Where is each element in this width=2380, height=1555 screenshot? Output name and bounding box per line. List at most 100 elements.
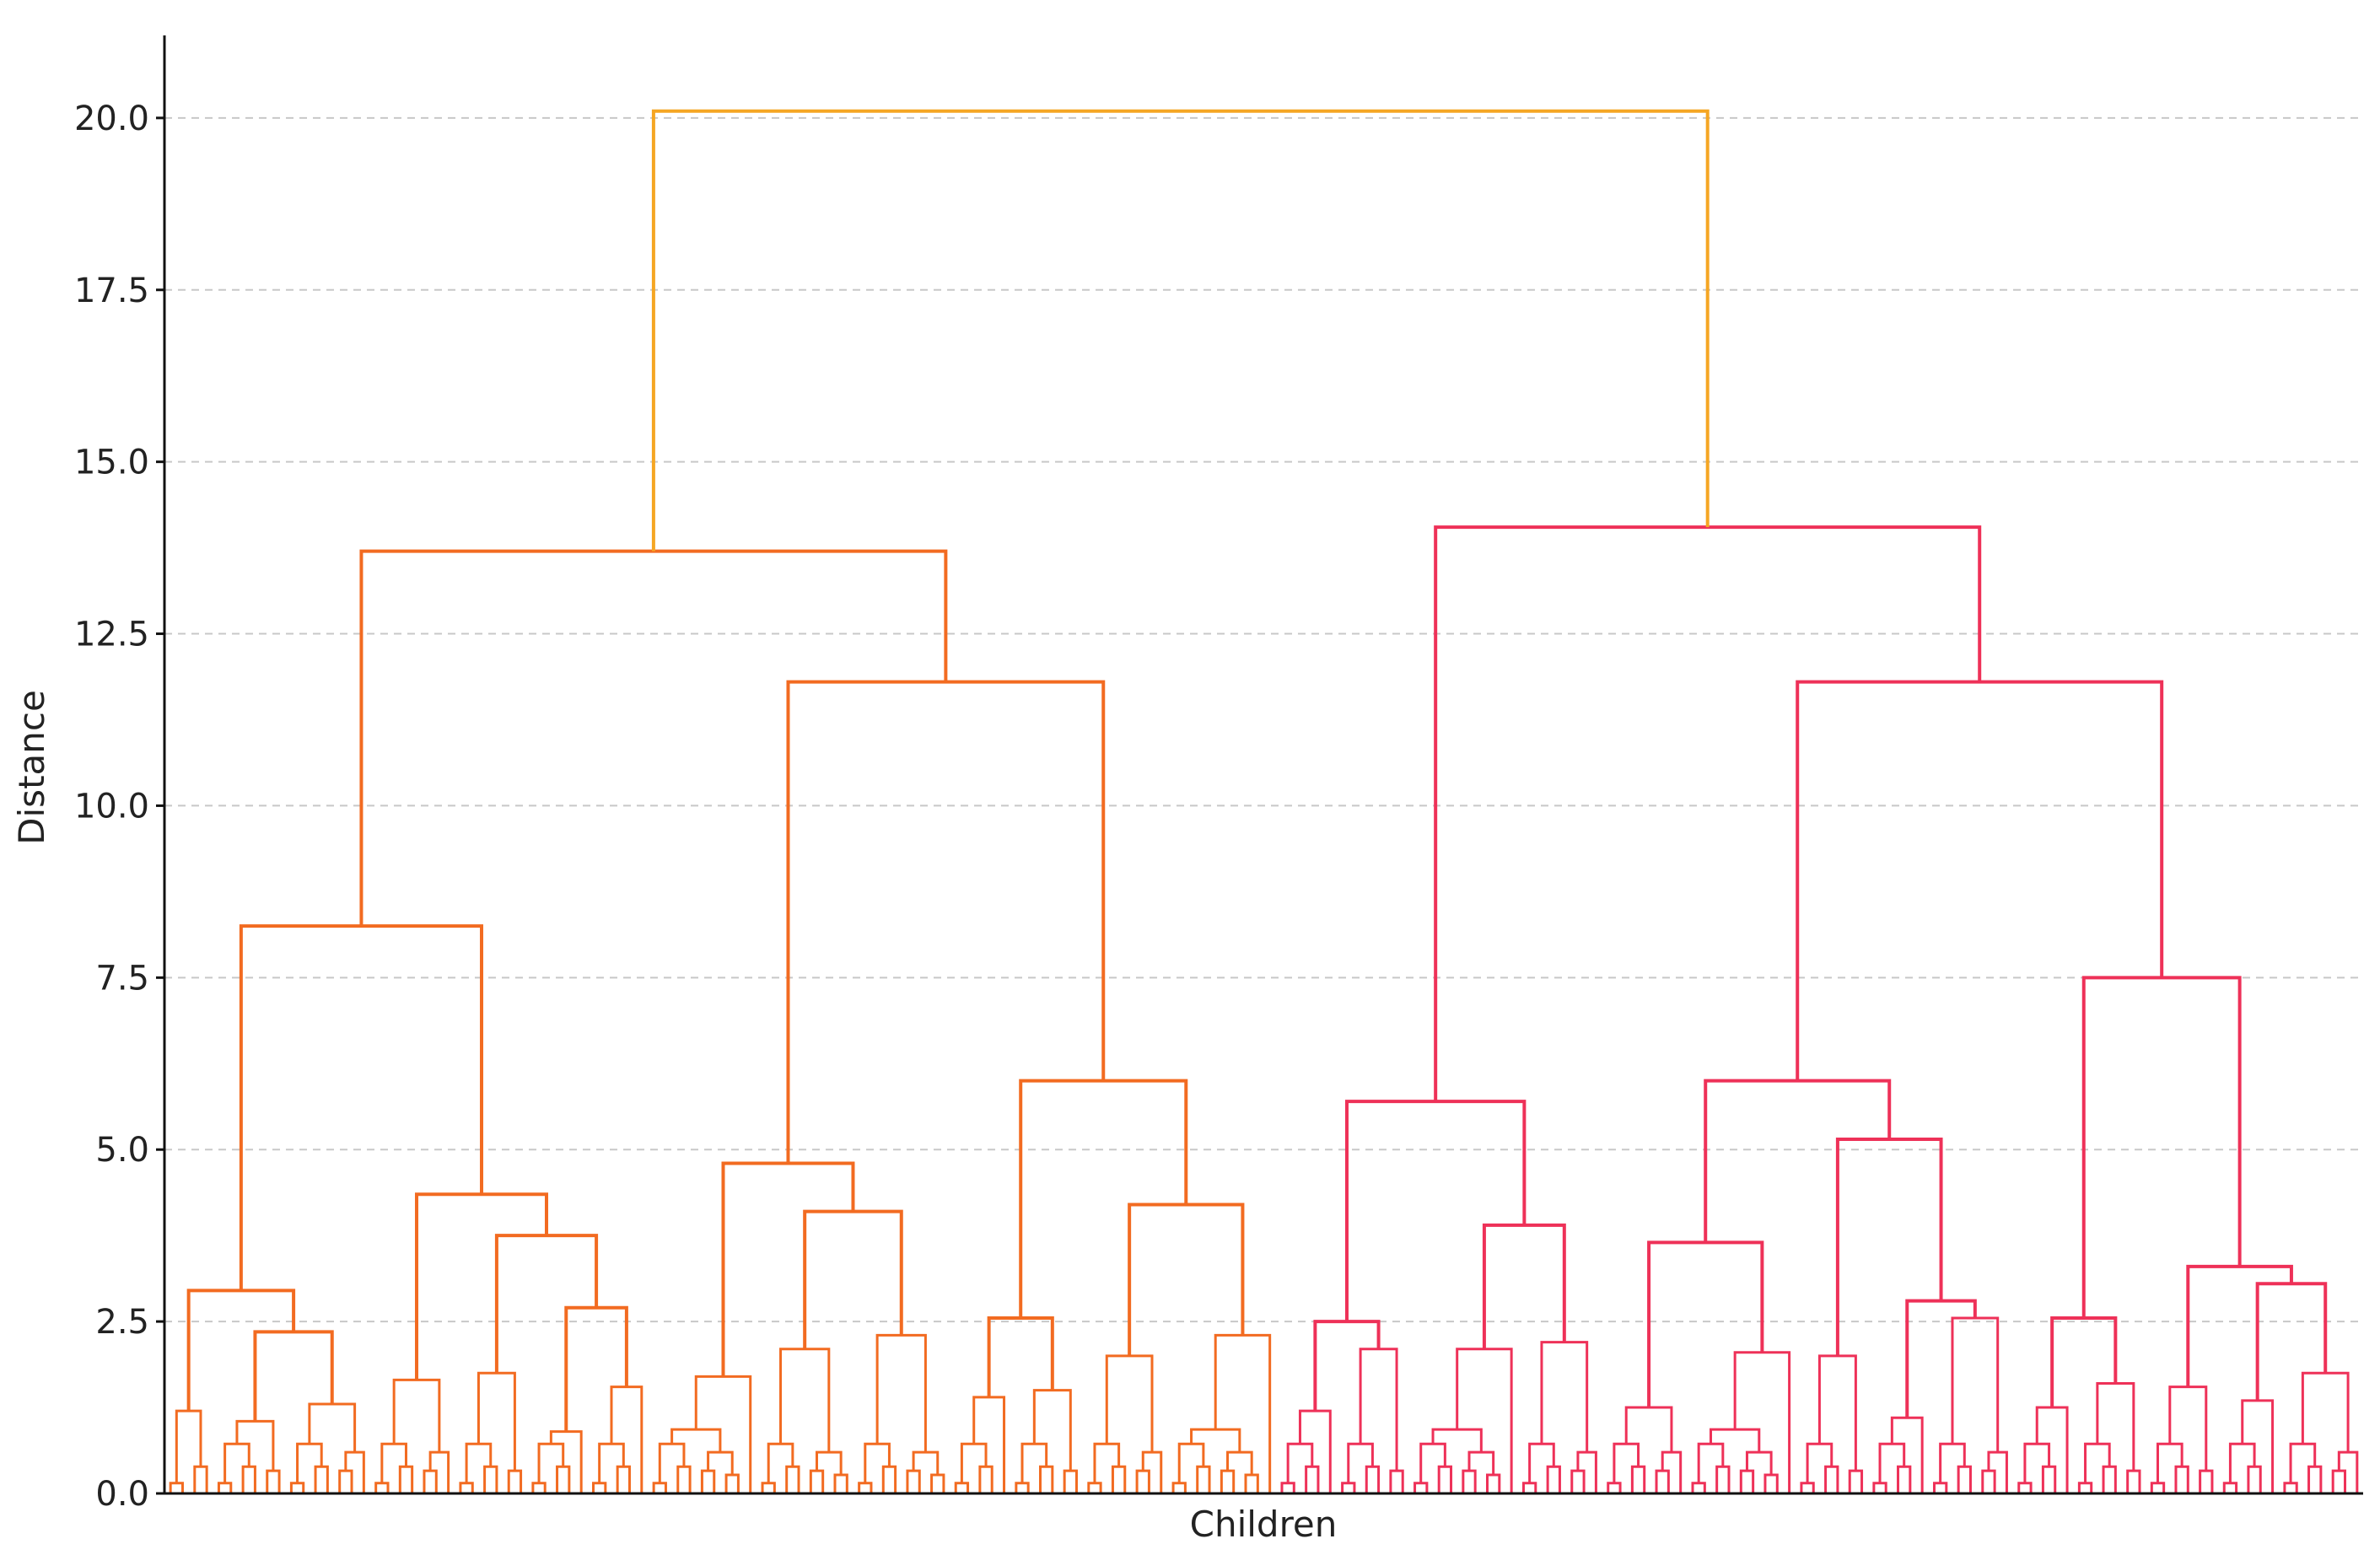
leaf-link [833, 1473, 848, 1493]
leaf-link [779, 1348, 831, 1453]
leaf-link [296, 1442, 323, 1483]
leaf-link [1739, 1469, 1755, 1493]
leaf-link [235, 1419, 275, 1472]
branch-link [2081, 976, 2242, 1319]
leaf-link [2337, 1450, 2359, 1493]
leaf-link [1655, 1469, 1670, 1493]
branch-link [2050, 1316, 2118, 1408]
leaf-link [1800, 1482, 1815, 1493]
leaf-link [380, 1442, 407, 1483]
leaf-link [1981, 1469, 1996, 1493]
leaf-link [1220, 1469, 1236, 1493]
leaf-link [1570, 1469, 1586, 1493]
leaf-link [864, 1442, 891, 1483]
x-axis-title: Children [1190, 1504, 1338, 1545]
branch-link [1128, 1203, 1245, 1356]
leaf-link [972, 1396, 1006, 1493]
leaf-link [1763, 1473, 1779, 1493]
leaf-link [1709, 1428, 1761, 1453]
y-tick-label: 15.0 [74, 444, 149, 482]
leaf-link [344, 1450, 365, 1493]
leaf-link [1817, 1354, 1857, 1472]
leaf-link [2168, 1386, 2208, 1472]
leaf-link [1613, 1442, 1640, 1483]
leaf-link [2156, 1442, 2183, 1483]
leaf-link [1105, 1354, 1154, 1453]
leaf-link [767, 1442, 794, 1483]
leaf-link [1824, 1465, 1839, 1493]
leaf-link [1437, 1465, 1453, 1493]
leaf-link [785, 1465, 800, 1493]
branch-link [786, 680, 1106, 1164]
leaf-link [1111, 1465, 1127, 1493]
leaf-link [1431, 1428, 1483, 1453]
leaf-link [1957, 1465, 1972, 1493]
y-tick-label: 17.5 [74, 272, 149, 310]
dendrogram-tree [169, 109, 2359, 1493]
leaf-link [1359, 1348, 1398, 1472]
branch-link [253, 1330, 334, 1422]
leaf-link [308, 1402, 357, 1453]
leaf-link [1413, 1482, 1429, 1493]
leaf-link [1341, 1482, 1356, 1493]
leaf-link [459, 1482, 474, 1493]
leaf-link [483, 1465, 498, 1493]
branch-link [1647, 1240, 1764, 1408]
leaf-link [2126, 1469, 2141, 1493]
leaf-link [1872, 1482, 1887, 1493]
leaf-link [700, 1469, 716, 1493]
branch-link [2255, 1282, 2328, 1401]
leaf-link [670, 1428, 722, 1453]
leaf-link [2023, 1442, 2051, 1483]
leaf-link [1987, 1450, 2008, 1493]
grid-lines [164, 116, 2363, 1323]
leaf-link [592, 1482, 607, 1493]
leaf-link [2199, 1469, 2214, 1493]
leaf-link [1039, 1465, 1054, 1493]
leaf-link [954, 1482, 970, 1493]
leaf-link [1691, 1482, 1706, 1493]
leaf-link [1939, 1442, 1966, 1483]
leaf-link [1244, 1473, 1259, 1493]
leaf-link [1733, 1351, 1791, 1493]
leaf-link [507, 1469, 523, 1493]
leaf-link [1932, 1482, 1948, 1493]
axes [163, 35, 2363, 1495]
leaf-link [1141, 1450, 1163, 1493]
leaf-link [1280, 1482, 1295, 1493]
leaf-link [1020, 1442, 1048, 1483]
leaf-link [1546, 1465, 1561, 1493]
leaf-link [2102, 1465, 2117, 1493]
leaf-link [1806, 1442, 1833, 1483]
leaf-link [1177, 1442, 1205, 1483]
leaf-link [2289, 1442, 2317, 1483]
leaf-link [694, 1375, 752, 1493]
leaf-link [930, 1473, 945, 1493]
leaf-link [531, 1482, 547, 1493]
leaf-link [1032, 1389, 1072, 1472]
leaf-link [169, 1482, 184, 1493]
leaf-link [906, 1469, 921, 1493]
leaf-link [1607, 1482, 1622, 1493]
leaf-link [1878, 1442, 1906, 1483]
y-tick-label: 12.5 [74, 616, 149, 654]
leaf-link [761, 1482, 776, 1493]
leaf-link [1365, 1465, 1381, 1493]
leaf-link [881, 1465, 897, 1493]
leaf-link [2035, 1406, 2069, 1493]
leaf-link [1196, 1465, 1211, 1493]
leaf-link [2228, 1442, 2256, 1483]
leaf-link [289, 1482, 305, 1493]
leaf-link [314, 1465, 329, 1493]
branch-link [1482, 1223, 1566, 1349]
branch-link [803, 1209, 903, 1349]
leaf-link [465, 1442, 493, 1483]
branch-link [1835, 1137, 1943, 1356]
leaf-link [960, 1442, 988, 1483]
leaf-link [374, 1482, 390, 1493]
leaf-link [428, 1450, 450, 1493]
leaf-link [809, 1469, 825, 1493]
leaf-link [652, 1482, 667, 1493]
leaf-link [392, 1378, 441, 1453]
leaf-link [1298, 1409, 1332, 1493]
